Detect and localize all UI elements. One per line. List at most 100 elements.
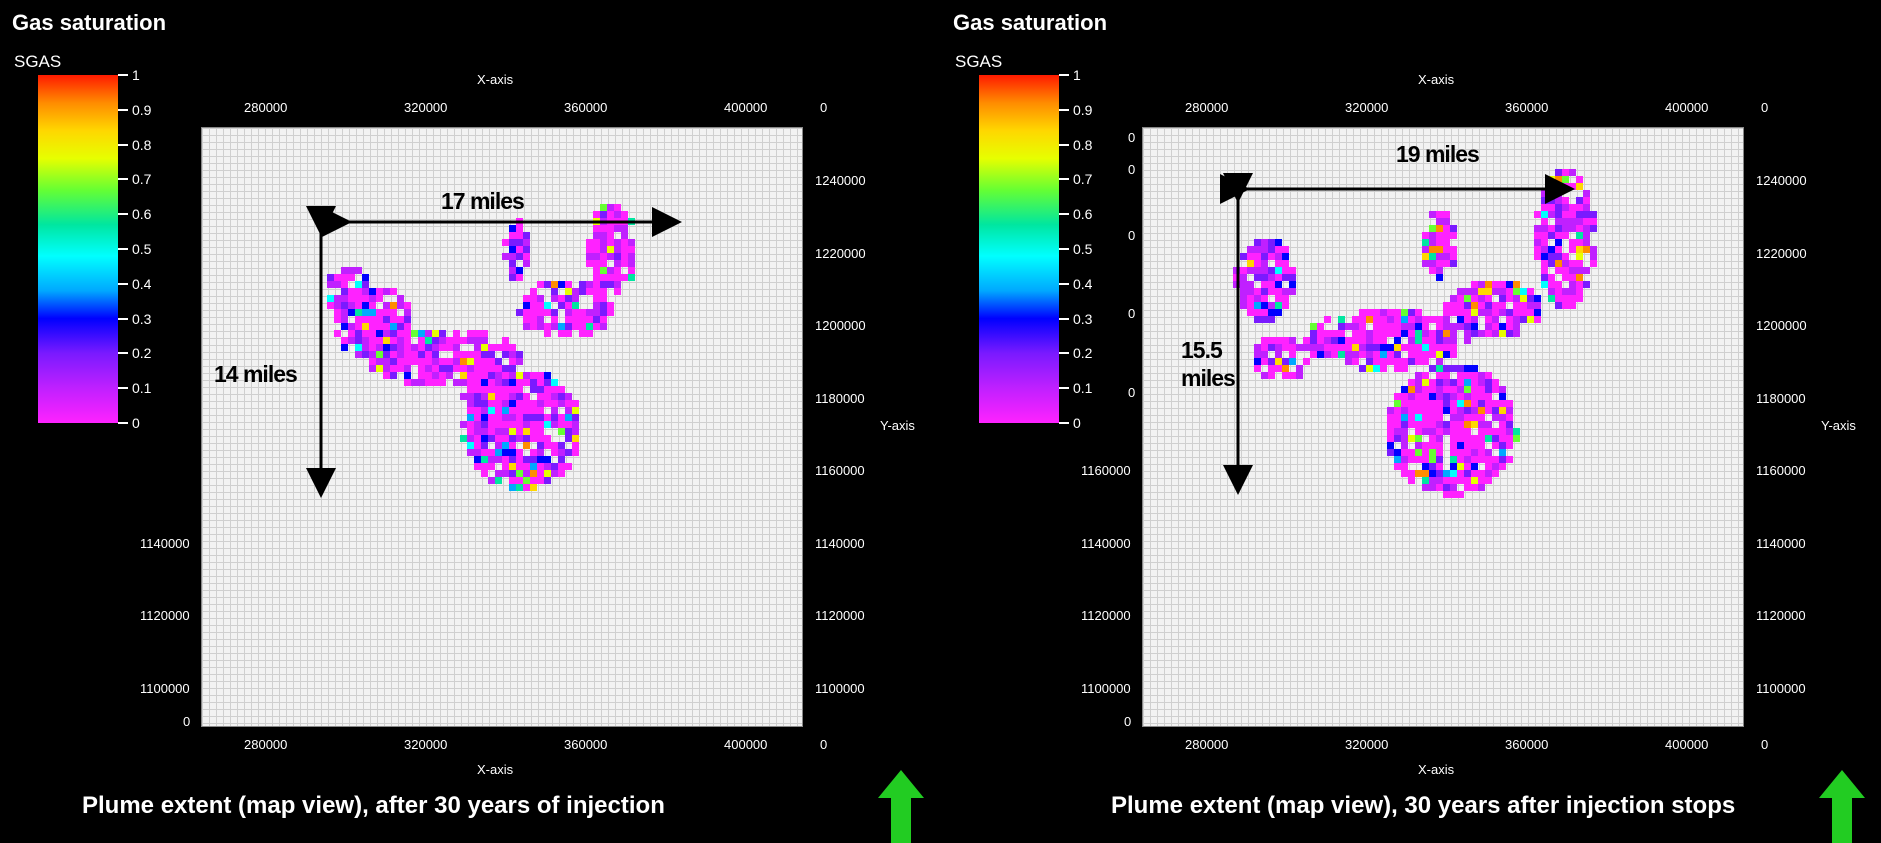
- saturation-cell: [327, 302, 334, 309]
- saturation-cell: [593, 267, 600, 274]
- saturation-cell: [1471, 330, 1478, 337]
- saturation-cell: [1429, 449, 1436, 456]
- saturation-cell: [1471, 463, 1478, 470]
- saturation-cell: [1373, 365, 1380, 372]
- saturation-cell: [1436, 386, 1443, 393]
- saturation-cell: [558, 330, 565, 337]
- saturation-cell: [1464, 456, 1471, 463]
- saturation-cell: [1373, 351, 1380, 358]
- saturation-cell: [614, 253, 621, 260]
- saturation-cell: [369, 344, 376, 351]
- saturation-cell: [537, 309, 544, 316]
- saturation-cell: [593, 295, 600, 302]
- saturation-cell: [1247, 302, 1254, 309]
- saturation-cell: [481, 344, 488, 351]
- saturation-cell: [439, 379, 446, 386]
- saturation-cell: [1408, 407, 1415, 414]
- saturation-cell: [1471, 379, 1478, 386]
- saturation-cell: [1520, 288, 1527, 295]
- x-tick-label-top: 360000: [564, 100, 608, 115]
- saturation-cell: [565, 288, 572, 295]
- saturation-cell: [362, 330, 369, 337]
- saturation-cell: [1268, 281, 1275, 288]
- saturation-cell: [1275, 246, 1282, 253]
- saturation-cell: [516, 470, 523, 477]
- saturation-cell: [1492, 463, 1499, 470]
- saturation-cell: [1485, 330, 1492, 337]
- saturation-cell: [1422, 421, 1429, 428]
- saturation-cell: [1478, 295, 1485, 302]
- saturation-cell: [383, 288, 390, 295]
- saturation-cell: [1471, 323, 1478, 330]
- saturation-cell: [516, 393, 523, 400]
- saturation-cell: [1464, 414, 1471, 421]
- saturation-cell: [495, 421, 502, 428]
- saturation-cell: [1415, 414, 1422, 421]
- saturation-cell: [593, 323, 600, 330]
- saturation-cell: [474, 442, 481, 449]
- saturation-cell: [390, 365, 397, 372]
- saturation-cell: [1513, 323, 1520, 330]
- saturation-cell: [1478, 414, 1485, 421]
- colorbar-tick-label: 0.4: [1073, 275, 1093, 292]
- saturation-cell: [1576, 288, 1583, 295]
- saturation-cell: [1492, 407, 1499, 414]
- x-tick-label-bottom: 280000: [244, 737, 288, 752]
- saturation-cell: [516, 407, 523, 414]
- saturation-cell: [453, 337, 460, 344]
- saturation-cell: [1576, 225, 1583, 232]
- saturation-cell: [544, 421, 551, 428]
- saturation-cell: [425, 337, 432, 344]
- saturation-cell: [509, 463, 516, 470]
- saturation-cell: [1457, 309, 1464, 316]
- saturation-cell: [1275, 365, 1282, 372]
- saturation-cell: [1275, 274, 1282, 281]
- saturation-cell: [1261, 351, 1268, 358]
- saturation-cell: [1240, 267, 1247, 274]
- saturation-cell: [495, 449, 502, 456]
- saturation-cell: [1555, 176, 1562, 183]
- saturation-cell: [1555, 232, 1562, 239]
- saturation-cell: [1485, 477, 1492, 484]
- saturation-cell: [1422, 470, 1429, 477]
- saturation-cell: [1373, 330, 1380, 337]
- saturation-cell: [530, 400, 537, 407]
- saturation-cell: [425, 372, 432, 379]
- saturation-cell: [355, 281, 362, 288]
- saturation-cell: [1247, 253, 1254, 260]
- saturation-cell: [432, 351, 439, 358]
- saturation-cell: [495, 407, 502, 414]
- saturation-cell: [516, 414, 523, 421]
- saturation-cell: [1471, 456, 1478, 463]
- saturation-cell: [1443, 232, 1450, 239]
- saturation-cell: [1282, 358, 1289, 365]
- saturation-cell: [509, 274, 516, 281]
- saturation-cell: [1303, 337, 1310, 344]
- saturation-cell: [1555, 253, 1562, 260]
- saturation-cell: [586, 323, 593, 330]
- saturation-cell: [1513, 330, 1520, 337]
- saturation-cell: [334, 316, 341, 323]
- saturation-cell: [1471, 435, 1478, 442]
- saturation-cell: [1373, 344, 1380, 351]
- saturation-cell: [1492, 456, 1499, 463]
- saturation-cell: [1422, 351, 1429, 358]
- saturation-cell: [1387, 442, 1394, 449]
- saturation-cell: [537, 428, 544, 435]
- saturation-cell: [502, 393, 509, 400]
- saturation-cell: [1583, 246, 1590, 253]
- y-tick-label-left: 0: [183, 714, 191, 729]
- colorbar-tick-mark: [118, 282, 128, 285]
- saturation-cell: [1499, 407, 1506, 414]
- saturation-cell: [439, 372, 446, 379]
- saturation-cell: [1457, 449, 1464, 456]
- saturation-cell: [558, 463, 565, 470]
- saturation-cell: [341, 309, 348, 316]
- saturation-cell: [1443, 246, 1450, 253]
- saturation-cell: [467, 407, 474, 414]
- saturation-cell: [1583, 232, 1590, 239]
- saturation-cell: [1576, 267, 1583, 274]
- saturation-cell: [558, 323, 565, 330]
- saturation-cell: [502, 337, 509, 344]
- saturation-cell: [600, 232, 607, 239]
